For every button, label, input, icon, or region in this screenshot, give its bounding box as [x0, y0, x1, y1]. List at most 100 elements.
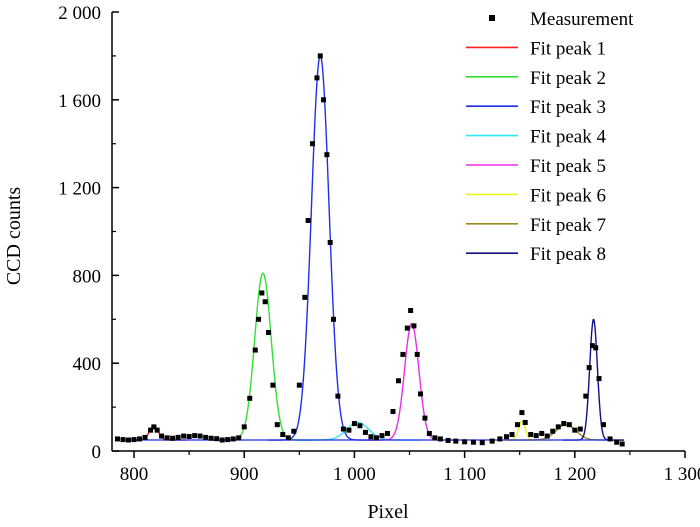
fit-peak-7-curve — [508, 423, 624, 441]
y-tick-label: 1 600 — [58, 91, 101, 112]
measurement-point — [561, 421, 567, 427]
measurement-point — [321, 97, 327, 103]
measurement-point — [335, 393, 341, 399]
measurement-point — [259, 290, 265, 296]
measurement-point — [148, 427, 154, 433]
measurement-point — [247, 395, 253, 401]
measurement-point — [302, 294, 308, 300]
measurement-point — [310, 141, 316, 147]
x-tick-label: 900 — [230, 464, 259, 485]
measurement-point — [515, 422, 521, 428]
measurement-point — [324, 152, 330, 158]
measurement-point — [362, 429, 368, 435]
fit-peak-2-curve — [212, 272, 314, 441]
measurement-point — [225, 437, 231, 443]
x-tick-label: 800 — [120, 464, 149, 485]
measurement-point — [270, 382, 276, 388]
measurement-point — [154, 427, 160, 433]
x-axis-ticks: 800 900 1 000 1 100 1 200 1 300 — [120, 451, 700, 485]
measurement-point — [236, 435, 242, 441]
measurement-point — [390, 408, 396, 414]
measurement-point — [296, 382, 302, 388]
measurement-point — [445, 437, 451, 443]
measurement-point — [519, 410, 525, 416]
measurement-point — [577, 426, 583, 432]
measurement-point — [509, 432, 515, 438]
measurement-point — [614, 439, 620, 445]
measurement-point — [462, 439, 468, 445]
measurement-points — [115, 53, 625, 447]
measurement-point — [593, 345, 599, 351]
measurement-point — [497, 436, 503, 442]
measurement-point — [470, 439, 476, 445]
measurement-point — [256, 316, 262, 322]
measurement-point — [137, 436, 143, 442]
measurement-point — [120, 437, 126, 443]
measurement-point — [368, 434, 374, 440]
measurement-point — [414, 351, 420, 357]
measurement-point — [305, 218, 311, 224]
measurement-point — [265, 329, 271, 335]
measurement-point — [408, 308, 414, 314]
measurement-point — [533, 433, 539, 439]
fit-peak-3-curve — [267, 54, 374, 441]
measurement-point — [555, 424, 561, 430]
y-tick-label: 2 000 — [58, 3, 101, 24]
legend-fit-peak-7-label: Fit peak 7 — [530, 215, 606, 236]
measurement-point — [164, 435, 170, 441]
fit-peak-8-curve — [562, 318, 625, 441]
measurement-point — [418, 391, 424, 397]
measurement-point — [550, 428, 556, 434]
measurement-point — [489, 438, 495, 444]
fit-peak-5-curve — [366, 323, 458, 441]
measurement-point — [214, 436, 220, 442]
measurement-point — [142, 434, 148, 440]
legend-measurement-label: Measurement — [530, 9, 634, 30]
measurement-point — [126, 437, 132, 443]
x-axis-title: Pixel — [367, 501, 409, 523]
measurement-point — [181, 433, 187, 439]
y-tick-label: 1 200 — [58, 179, 101, 200]
measurement-point — [432, 435, 438, 441]
measurement-point — [522, 419, 528, 425]
legend-fit-peak-1-label: Fit peak 1 — [530, 38, 606, 59]
measurement-point — [589, 343, 595, 349]
legend-fit-peak-4-label: Fit peak 4 — [530, 127, 606, 148]
measurement-point — [596, 376, 602, 382]
measurement-point — [586, 365, 592, 371]
measurement-point — [528, 432, 534, 438]
measurement-point — [219, 437, 225, 443]
measurement-point — [262, 299, 268, 305]
measurement-point — [274, 422, 280, 428]
measurement-point — [317, 53, 323, 59]
x-tick-label: 1 000 — [333, 464, 376, 485]
measurement-point — [186, 434, 192, 440]
legend-fit-peak-6-label: Fit peak 6 — [530, 185, 606, 206]
measurement-point — [208, 435, 214, 441]
measurement-point — [131, 437, 137, 443]
measurement-point — [572, 427, 578, 433]
measurement-point — [426, 430, 432, 436]
measurement-point — [479, 440, 485, 446]
measurement-point — [351, 421, 357, 427]
legend-fit-peak-3-label: Fit peak 3 — [530, 97, 606, 118]
measurement-point — [600, 422, 606, 428]
measurement-point — [404, 325, 410, 331]
y-tick-label: 400 — [73, 354, 102, 375]
measurement-point — [197, 433, 203, 439]
measurement-point — [384, 430, 390, 436]
measurement-point — [115, 436, 121, 442]
y-tick-label: 0 — [92, 442, 102, 463]
y-tick-label: 800 — [73, 266, 102, 287]
y-axis-ticks: 0 400 800 1 200 1 600 2 000 — [58, 3, 119, 463]
measurement-point — [357, 423, 363, 429]
measurement-point — [539, 430, 545, 436]
measurement-point — [327, 239, 333, 245]
measurement-point — [544, 433, 550, 439]
measurement-point — [203, 434, 209, 440]
measurement-point — [607, 436, 613, 442]
x-tick-label: 1 300 — [664, 464, 700, 485]
measurement-point — [566, 422, 572, 428]
measurement-point — [252, 347, 258, 353]
